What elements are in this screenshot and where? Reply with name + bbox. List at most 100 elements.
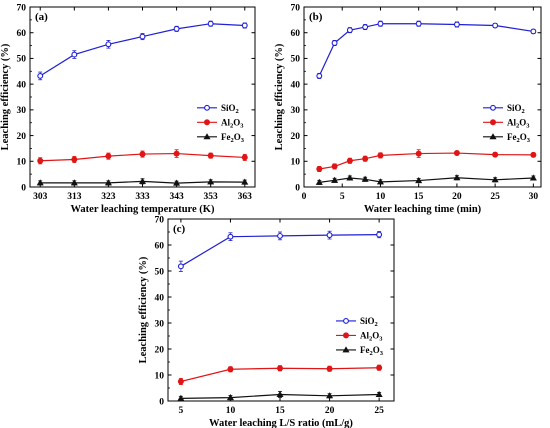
legend-marker — [342, 332, 349, 339]
x-tick-label: 15 — [275, 406, 285, 416]
data-point — [227, 233, 234, 240]
data-point — [277, 232, 283, 239]
data-point — [37, 72, 44, 79]
data-point — [377, 152, 384, 159]
x-tick-label: 363 — [238, 192, 253, 202]
x-tick-label: 303 — [33, 192, 48, 202]
data-point — [276, 390, 284, 397]
y-tick-label: 30 — [291, 106, 301, 116]
data-point — [346, 27, 353, 34]
y-tick-label: 60 — [155, 241, 165, 251]
panel-label: (b) — [309, 11, 323, 23]
data-point — [207, 152, 214, 159]
data-point — [453, 21, 460, 28]
data-point — [375, 390, 383, 397]
data-point — [415, 176, 423, 184]
series-2 — [177, 390, 383, 401]
legend-entry: Al2O3 — [483, 118, 530, 130]
data-point — [377, 20, 384, 27]
data-point — [241, 178, 249, 185]
data-point — [138, 177, 147, 184]
x-tick-label: 343 — [169, 192, 184, 202]
y-tick-label: 10 — [17, 158, 27, 168]
legend-label: SiO2 — [221, 103, 239, 115]
data-point — [139, 33, 146, 40]
legend-entry: SiO2 — [197, 103, 239, 115]
x-tick-label: 313 — [67, 192, 82, 202]
x-tick-label: 10 — [226, 406, 236, 416]
data-point — [173, 25, 180, 32]
x-tick-label: 333 — [135, 192, 150, 202]
data-point — [177, 378, 184, 385]
data-point — [105, 41, 112, 48]
legend-label: SiO2 — [360, 316, 378, 328]
legend-marker — [489, 119, 496, 126]
x-axis-label: Water leaching L/S ratio (mL/g) — [209, 418, 353, 428]
y-tick-label: 50 — [291, 55, 301, 65]
data-point — [277, 365, 284, 372]
x-tick-label: 5 — [179, 406, 184, 416]
data-point — [105, 153, 112, 160]
data-point — [326, 365, 333, 372]
data-point — [177, 394, 185, 401]
data-point — [331, 40, 338, 46]
chart-panel: 0 10 20 30 40 50 60 70 0 5 10 15 20 25 30 Water leachin… — [274, 3, 542, 215]
y-tick-label: 50 — [155, 267, 165, 277]
legend-marker — [204, 104, 210, 111]
x-axis-label: Water leaching time (min) — [364, 204, 482, 215]
data-point — [36, 179, 44, 186]
data-point — [315, 178, 323, 185]
data-point — [227, 366, 234, 373]
y-tick-label: 10 — [155, 371, 165, 381]
data-point — [139, 151, 146, 158]
data-point — [326, 232, 333, 239]
y-tick-label: 40 — [155, 293, 165, 303]
series-1 — [316, 149, 537, 173]
legend-label: Al2O3 — [507, 118, 530, 130]
data-point — [376, 364, 383, 371]
data-point — [530, 28, 537, 35]
legend-entry: Fe2O3 — [197, 132, 245, 144]
data-point — [177, 263, 184, 270]
data-point — [346, 174, 354, 181]
data-point — [331, 163, 338, 170]
panel-label: (c) — [173, 223, 186, 235]
data-point — [37, 157, 44, 164]
plot-frame — [303, 6, 542, 188]
data-point — [492, 22, 499, 29]
legend-entry: SiO2 — [483, 103, 525, 115]
y-tick-label: 50 — [17, 55, 27, 65]
y-tick-label: 40 — [291, 80, 301, 90]
data-point — [491, 176, 499, 183]
y-tick-label: 40 — [17, 80, 27, 90]
data-point — [529, 174, 537, 181]
data-point — [346, 157, 353, 164]
x-tick-label: 323 — [101, 192, 116, 202]
series-0 — [177, 230, 383, 272]
data-point — [362, 24, 369, 31]
data-point — [492, 151, 499, 158]
data-point — [316, 72, 323, 79]
x-tick-label: 30 — [529, 192, 539, 202]
y-tick-label: 30 — [17, 106, 27, 116]
y-axis-label: Leaching efficiency (%) — [274, 43, 285, 150]
y-tick-label: 70 — [291, 3, 301, 13]
legend-label: Al2O3 — [360, 331, 383, 343]
data-point — [326, 392, 334, 399]
y-tick-label: 30 — [155, 319, 165, 329]
x-tick-label: 25 — [490, 192, 500, 202]
data-point — [173, 150, 180, 157]
x-tick-label: 353 — [204, 192, 219, 202]
x-axis-label: Water leaching temperature (K) — [71, 204, 215, 215]
data-point — [453, 150, 460, 157]
y-tick-label: 20 — [155, 345, 165, 355]
series-line — [39, 23, 245, 77]
series-1 — [177, 364, 383, 386]
legend-entry: Al2O3 — [336, 331, 383, 343]
y-tick-label: 60 — [17, 29, 27, 39]
legend-marker — [203, 133, 211, 140]
data-point — [207, 20, 214, 27]
data-point — [415, 20, 422, 27]
legend-entry: SiO2 — [336, 316, 378, 328]
